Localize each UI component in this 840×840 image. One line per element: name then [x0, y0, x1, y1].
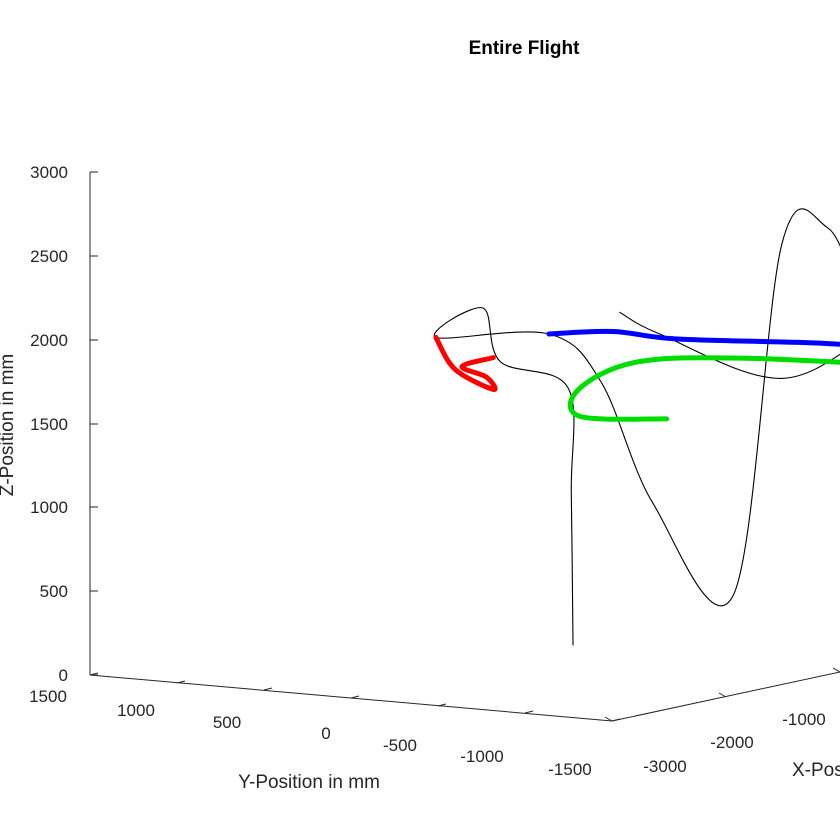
z-axis-label: Z-Position in mm: [0, 354, 18, 497]
x-ticks: [604, 667, 840, 722]
z-ticks: [90, 171, 98, 676]
x-tick-label: -1000: [782, 710, 825, 729]
y-tick-label: -1000: [460, 747, 503, 766]
trajectory-line-3: [567, 355, 840, 422]
z-tick-label: 1000: [30, 498, 68, 517]
z-tick-label: 1500: [30, 415, 68, 434]
x-axis-label: X-Position in mm: [792, 760, 840, 781]
y-tick-label: 500: [213, 713, 241, 732]
y-tick-label: 1500: [29, 687, 67, 706]
y-tick-mark: [176, 680, 186, 684]
x-tick-labels: -3000 -2000 -1000: [643, 710, 825, 776]
z-tick-label: 2000: [30, 331, 68, 350]
y-tick-mark: [89, 672, 99, 676]
trajectory-line-1: [433, 334, 498, 392]
y-tick-mark: [437, 703, 447, 707]
y-ticks: [89, 672, 621, 722]
x-tick-label: -2000: [710, 733, 753, 752]
z-tick-labels: 0 500 1000 1500 2000 2500 3000: [30, 163, 68, 685]
y-tick-label: 0: [321, 724, 330, 743]
y-tick-labels: 1500 1000 500 0 -500 -1000 -1500: [29, 687, 592, 779]
y-tick-mark: [263, 687, 273, 691]
x-tick-mark: [718, 692, 727, 698]
x-tick-mark: [832, 667, 840, 673]
trajectory-line-2: [546, 328, 840, 347]
x-tick-mark: [604, 716, 613, 722]
z-tick-label: 3000: [30, 163, 68, 182]
z-tick-label: 2500: [30, 247, 68, 266]
y-axis-label: Y-Position in mm: [238, 772, 380, 793]
y-tick-mark: [611, 718, 621, 722]
z-tick-label: 0: [59, 666, 68, 685]
x-tick-label: -3000: [643, 757, 686, 776]
axes: [89, 172, 840, 722]
z-tick-label: 500: [40, 582, 68, 601]
y-tick-label: -500: [383, 736, 417, 755]
y-tick-label: -1500: [548, 760, 591, 779]
chart-title: Entire Flight: [469, 38, 581, 59]
trajectory-series: [433, 208, 840, 646]
y-tick-mark: [524, 710, 534, 714]
y-tick-label: 1000: [117, 701, 155, 720]
y-tick-mark: [350, 695, 360, 699]
trajectory-line-0: [433, 208, 840, 646]
